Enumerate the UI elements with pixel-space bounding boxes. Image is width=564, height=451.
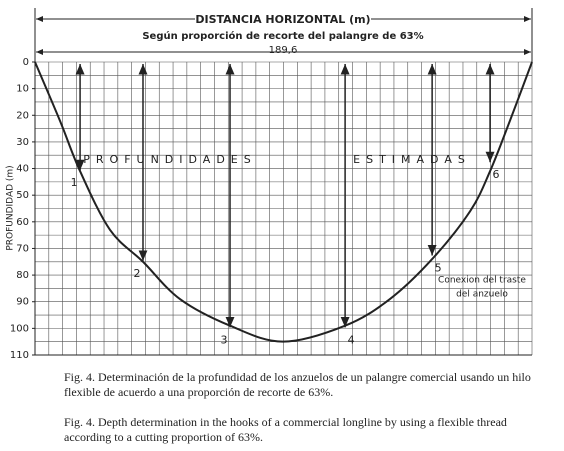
connection-note: del anzuelo <box>456 290 508 300</box>
hook-label: 2 <box>133 267 140 280</box>
caption: according to a cutting proportion of 63%… <box>64 430 263 444</box>
label-bg <box>195 12 371 26</box>
y-tick-label: 20 <box>16 110 29 121</box>
y-tick-label: 40 <box>16 164 29 175</box>
caption: Fig. 4. Determinación de la profundidad … <box>64 370 531 384</box>
y-tick-label: 0 <box>23 57 29 68</box>
annotation: ESTIMADAS <box>353 153 471 166</box>
y-tick-label: 30 <box>16 137 29 148</box>
connection-note: Conexion del traste <box>438 276 526 286</box>
annotation: PROFUNDIDADES <box>83 153 256 166</box>
caption: Fig. 4. Depth determination in the hooks… <box>64 415 507 429</box>
hook-label: 6 <box>493 168 500 181</box>
y-tick-label: 90 <box>16 297 29 308</box>
chart-title: DISTANCIA HORIZONTAL (m) <box>195 13 370 26</box>
y-tick-label: 60 <box>16 217 29 228</box>
y-tick-label: 80 <box>16 270 29 281</box>
hook-label: 3 <box>221 333 228 346</box>
y-tick-label: 110 <box>10 350 29 361</box>
caption: flexible de acuerdo a una proporción de … <box>64 385 333 399</box>
chart-subtitle: Según proporción de recorte del palangre… <box>142 30 423 42</box>
y-tick-label: 100 <box>10 323 29 334</box>
y-tick-label: 50 <box>16 190 29 201</box>
total-distance: 189,6 <box>269 45 298 56</box>
hook-label: 1 <box>71 176 78 189</box>
y-axis-label: PROFUNDIDAD (m) <box>6 165 16 250</box>
hook-label: 5 <box>435 261 442 274</box>
hook-label: 4 <box>348 333 355 346</box>
y-tick-label: 10 <box>16 84 29 95</box>
curve <box>34 61 533 343</box>
y-tick-label: 70 <box>16 243 29 254</box>
